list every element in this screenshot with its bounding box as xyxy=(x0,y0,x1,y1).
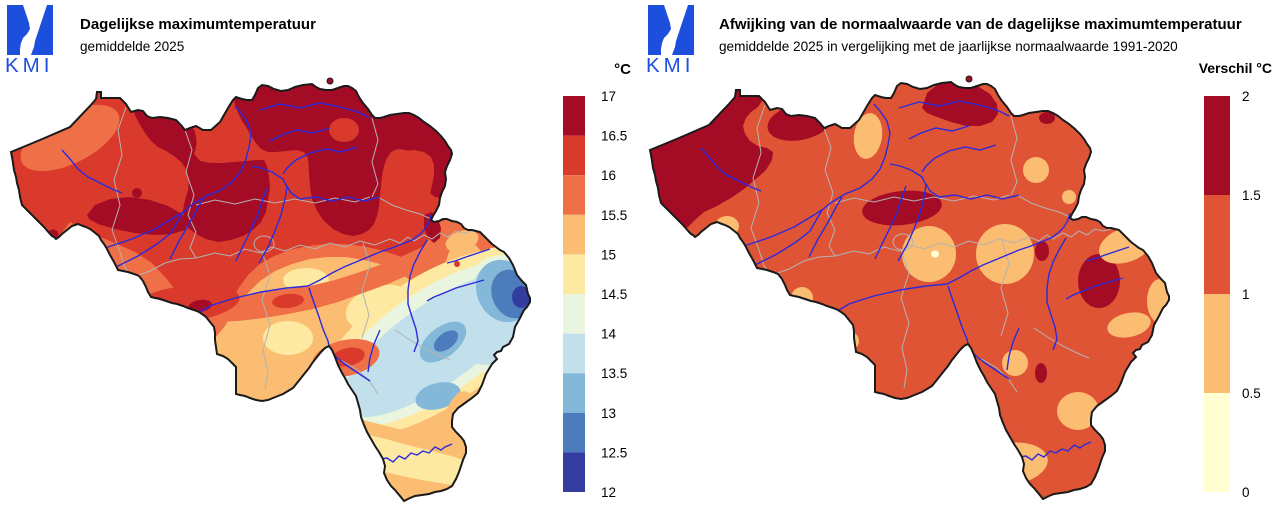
svg-text:15: 15 xyxy=(601,247,616,262)
svg-text:16: 16 xyxy=(601,168,616,183)
svg-text:0: 0 xyxy=(1242,485,1250,500)
svg-text:12.5: 12.5 xyxy=(601,445,627,460)
svg-text:15.5: 15.5 xyxy=(601,208,627,223)
svg-text:13: 13 xyxy=(601,406,616,421)
svg-text:1.5: 1.5 xyxy=(1242,188,1261,203)
svg-text:°C: °C xyxy=(614,61,631,78)
svg-text:1: 1 xyxy=(1242,287,1250,302)
svg-text:13.5: 13.5 xyxy=(601,366,627,381)
svg-text:14.5: 14.5 xyxy=(601,287,627,302)
svg-text:17: 17 xyxy=(601,89,616,104)
svg-text:Verschil °C: Verschil °C xyxy=(1199,60,1272,76)
svg-text:12: 12 xyxy=(601,485,616,500)
svg-text:14: 14 xyxy=(601,327,617,342)
svg-text:0.5: 0.5 xyxy=(1242,386,1261,401)
svg-text:16.5: 16.5 xyxy=(601,129,627,144)
svg-text:2: 2 xyxy=(1242,89,1250,104)
